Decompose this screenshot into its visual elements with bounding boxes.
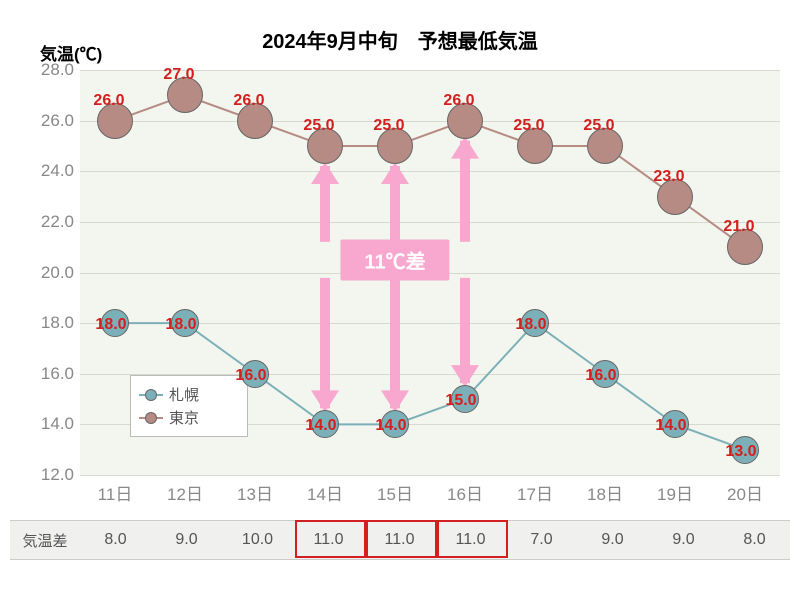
legend: 札幌 東京 bbox=[130, 375, 248, 437]
x-tick-label: 17日 bbox=[500, 480, 570, 505]
diff-table-cell: 9.0 bbox=[648, 531, 719, 549]
data-label: 26.0 bbox=[443, 92, 474, 110]
chart-container: 2024年9月中旬 予想最低気温 気温(℃) 札幌 東京 気温差 8.09.01… bbox=[0, 0, 800, 600]
x-tick-label: 16日 bbox=[430, 480, 500, 505]
diff-table-cell: 11.0 bbox=[364, 531, 435, 549]
data-label: 25.0 bbox=[583, 117, 614, 135]
data-label: 21.0 bbox=[723, 218, 754, 236]
diff-table-cell: 9.0 bbox=[151, 531, 222, 549]
y-tick-label: 12.0 bbox=[24, 465, 74, 485]
y-tick-label: 26.0 bbox=[24, 111, 74, 131]
y-tick-label: 16.0 bbox=[24, 364, 74, 384]
y-tick-label: 14.0 bbox=[24, 414, 74, 434]
diff-table: 気温差 8.09.010.011.011.011.07.09.09.08.0 bbox=[10, 520, 790, 560]
data-label: 18.0 bbox=[95, 316, 126, 334]
data-label: 26.0 bbox=[93, 92, 124, 110]
data-label: 14.0 bbox=[655, 417, 686, 435]
data-label: 23.0 bbox=[653, 168, 684, 186]
gridline bbox=[80, 222, 780, 223]
y-tick-label: 22.0 bbox=[24, 212, 74, 232]
x-tick-label: 12日 bbox=[150, 480, 220, 505]
x-tick-label: 14日 bbox=[290, 480, 360, 505]
legend-label: 札幌 bbox=[169, 384, 199, 405]
legend-item-tokyo: 東京 bbox=[139, 407, 239, 428]
data-label: 26.0 bbox=[233, 92, 264, 110]
legend-item-sapporo: 札幌 bbox=[139, 384, 239, 405]
data-label: 14.0 bbox=[375, 417, 406, 435]
diff-table-cell: 9.0 bbox=[577, 531, 648, 549]
diff-table-cell: 11.0 bbox=[293, 531, 364, 549]
diff-table-cell: 7.0 bbox=[506, 531, 577, 549]
data-label: 25.0 bbox=[513, 117, 544, 135]
diff-table-cell: 10.0 bbox=[222, 531, 293, 549]
data-label: 16.0 bbox=[235, 367, 266, 385]
data-label: 27.0 bbox=[163, 66, 194, 84]
x-tick-label: 15日 bbox=[360, 480, 430, 505]
data-label: 13.0 bbox=[725, 443, 756, 461]
x-tick-label: 18日 bbox=[570, 480, 640, 505]
y-tick-label: 24.0 bbox=[24, 161, 74, 181]
x-tick-label: 19日 bbox=[640, 480, 710, 505]
data-label: 16.0 bbox=[585, 367, 616, 385]
diff-table-cell: 11.0 bbox=[435, 531, 506, 549]
y-tick-label: 20.0 bbox=[24, 263, 74, 283]
annotation-box: 11℃差 bbox=[340, 239, 449, 280]
data-label: 18.0 bbox=[515, 316, 546, 334]
data-label: 25.0 bbox=[373, 117, 404, 135]
gridline bbox=[80, 121, 780, 122]
data-label: 14.0 bbox=[305, 417, 336, 435]
gridline bbox=[80, 475, 780, 476]
y-tick-label: 18.0 bbox=[24, 313, 74, 333]
x-tick-label: 20日 bbox=[710, 480, 780, 505]
x-tick-label: 11日 bbox=[80, 480, 150, 505]
diff-table-cell: 8.0 bbox=[719, 531, 790, 549]
diff-table-header: 気温差 bbox=[10, 530, 80, 551]
data-label: 18.0 bbox=[165, 316, 196, 334]
y-tick-label: 28.0 bbox=[24, 60, 74, 80]
data-label: 25.0 bbox=[303, 117, 334, 135]
data-label: 15.0 bbox=[445, 392, 476, 410]
diff-table-cell: 8.0 bbox=[80, 531, 151, 549]
x-tick-label: 13日 bbox=[220, 480, 290, 505]
chart-title: 2024年9月中旬 予想最低気温 bbox=[0, 25, 800, 54]
legend-label: 東京 bbox=[169, 407, 199, 428]
